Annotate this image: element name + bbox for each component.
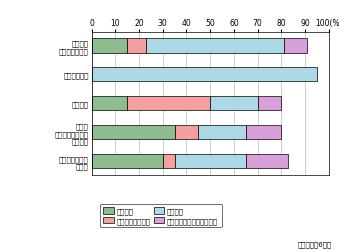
Bar: [175, 125, 198, 140]
Bar: [92, 125, 175, 140]
Bar: [92, 154, 163, 168]
Text: 出典は付注6参照: 出典は付注6参照: [298, 241, 332, 248]
Bar: [258, 96, 281, 111]
Bar: [92, 39, 127, 53]
Bar: [146, 39, 284, 53]
Bar: [127, 96, 210, 111]
Bar: [198, 125, 246, 140]
Legend: 日本企業, アジア太平洋企業, 米州企業, 欧州・中東・アフリカ企業: 日本企業, アジア太平洋企業, 米州企業, 欧州・中東・アフリカ企業: [100, 204, 222, 227]
Bar: [210, 96, 258, 111]
Bar: [92, 68, 317, 82]
Bar: [127, 39, 146, 53]
Bar: [175, 154, 246, 168]
Bar: [246, 154, 288, 168]
Bar: [246, 125, 281, 140]
Bar: [284, 39, 307, 53]
Bar: [92, 96, 127, 111]
Bar: [163, 154, 175, 168]
